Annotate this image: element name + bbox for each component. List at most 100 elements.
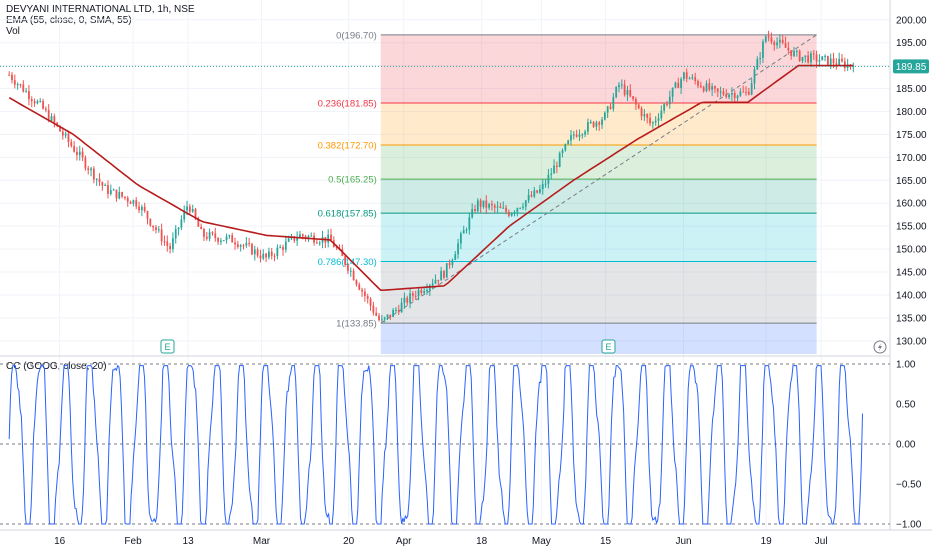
candle-body xyxy=(273,255,276,257)
cc-tick-label: 0.50 xyxy=(896,400,916,411)
candle-body xyxy=(584,131,586,135)
candle-body xyxy=(8,74,11,76)
candle-body xyxy=(852,66,855,68)
candle-body xyxy=(44,108,47,111)
candle-body xyxy=(635,99,637,105)
candle-body xyxy=(318,242,321,244)
candle-body xyxy=(443,271,445,278)
candle-body xyxy=(815,54,818,62)
candle-body xyxy=(375,312,378,316)
candle-body xyxy=(222,240,225,242)
time-tick-label: Jul xyxy=(815,536,828,547)
price-tick-label: 140.00 xyxy=(896,290,927,301)
price-tick-label: 180.00 xyxy=(896,107,927,118)
candle-body xyxy=(522,206,524,208)
candle-body xyxy=(248,243,251,245)
candle-body xyxy=(383,317,386,320)
fib-level-label: 0.236(181.85) xyxy=(318,99,377,110)
candle-body xyxy=(389,314,392,317)
candle-body xyxy=(462,230,465,234)
candle-body xyxy=(414,295,417,297)
price-tick-label: 200.00 xyxy=(896,15,927,26)
ema-legend[interactable]: EMA (55, close, 0, SMA, 55) xyxy=(6,15,132,26)
indicator-axis[interactable]: 1.00 0.50 0.00 −0.50 −1.00 xyxy=(896,360,922,531)
price-tick-label: 155.00 xyxy=(896,222,927,233)
candle-body xyxy=(781,39,784,43)
candle-body xyxy=(595,122,598,127)
earnings-icon-label: E xyxy=(605,342,611,352)
volume-legend[interactable]: Vol xyxy=(6,26,20,37)
candle-body xyxy=(118,192,121,199)
candle-body xyxy=(547,174,550,184)
candle-body xyxy=(736,95,739,99)
indicator-levels xyxy=(0,363,890,525)
candle-body xyxy=(146,211,149,219)
candle-body xyxy=(310,235,313,237)
candle-body xyxy=(143,206,146,212)
candle-body xyxy=(352,270,355,281)
cc-line xyxy=(8,364,863,525)
candle-body xyxy=(454,254,457,260)
candle-body xyxy=(829,58,832,65)
candle-body xyxy=(30,99,33,102)
fib-level-label: 0.5(165.25) xyxy=(328,175,377,186)
candle-body xyxy=(697,81,699,86)
candle-body xyxy=(615,87,618,98)
price-axis[interactable]: 200.00195.00190.00185.00180.00175.00170.… xyxy=(896,15,927,347)
candle-body xyxy=(191,208,194,212)
fib-zone xyxy=(380,261,817,324)
time-axis[interactable]: 16 Feb 13 Mar 20 Apr 18 May 15 Jun 19 Jul xyxy=(54,536,828,547)
candle-body xyxy=(242,245,245,247)
fibonacci-retracement[interactable]: 0(196.70) 0.236(181.85) 0.382(172.70) 0.5(1… xyxy=(318,30,817,354)
candle-body xyxy=(587,122,589,132)
candle-body xyxy=(293,236,296,241)
candle-body xyxy=(284,241,287,250)
candle-body xyxy=(747,91,750,95)
candle-body xyxy=(767,36,770,38)
candle-body xyxy=(183,210,186,220)
candle-body xyxy=(575,134,578,137)
candle-body xyxy=(818,60,821,62)
candle-body xyxy=(445,263,448,278)
candle-body xyxy=(25,91,28,93)
candle-body xyxy=(629,90,632,97)
chart-title: DEVYANI INTERNATIONAL LTD, 1h, NSE xyxy=(6,4,195,15)
indicator-legend[interactable]: CC (GOOG, close, 20) xyxy=(6,361,107,372)
candle-body xyxy=(795,50,798,52)
time-tick-label: 16 xyxy=(54,536,66,547)
fib-level-label: 0(196.70) xyxy=(336,30,377,41)
candle-body xyxy=(220,240,222,242)
candle-body xyxy=(19,84,22,86)
candle-body xyxy=(70,141,73,146)
candle-body xyxy=(431,283,434,286)
candle-body xyxy=(279,247,282,249)
earnings-marker-2[interactable]: E xyxy=(601,339,616,354)
candle-body xyxy=(426,289,428,292)
candle-body xyxy=(550,173,553,175)
candle-body xyxy=(301,234,304,237)
candle-body xyxy=(505,207,507,212)
candle-body xyxy=(603,112,606,120)
earnings-marker-1[interactable]: E xyxy=(160,339,175,354)
candle-body xyxy=(536,190,539,193)
candle-body xyxy=(372,305,375,313)
candle-body xyxy=(287,238,290,242)
candle-body xyxy=(98,178,101,183)
flash-icon[interactable] xyxy=(873,340,887,354)
candle-body xyxy=(239,245,242,247)
candle-body xyxy=(180,219,183,228)
candle-body xyxy=(499,206,502,208)
candle-body xyxy=(657,118,660,121)
price-tick-label: 195.00 xyxy=(896,38,927,49)
candle-body xyxy=(225,236,228,241)
candle-body xyxy=(623,84,626,95)
fib-zone xyxy=(380,179,817,214)
candle-body xyxy=(756,59,759,70)
candle-body xyxy=(510,213,513,216)
candle-body xyxy=(155,227,157,231)
candle-body xyxy=(61,131,64,136)
candle-body xyxy=(149,218,152,226)
candle-body xyxy=(745,91,747,93)
candle-body xyxy=(42,100,44,109)
